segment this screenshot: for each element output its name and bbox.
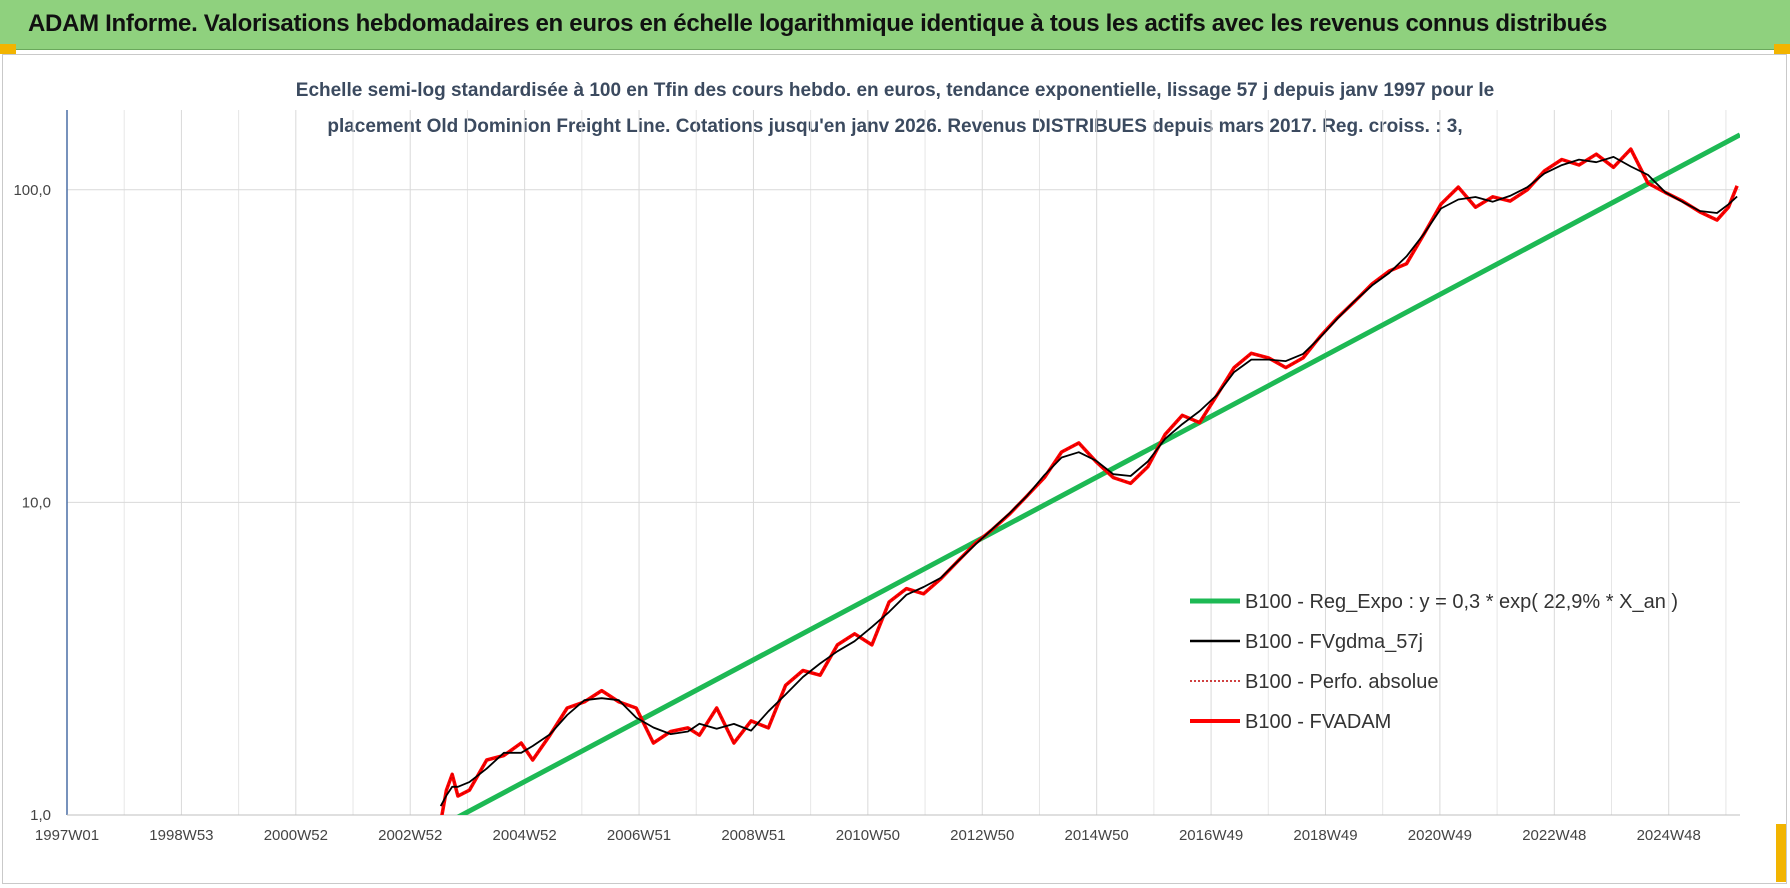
corner-marker-bottom-right: [1776, 824, 1786, 882]
x-tick-label: 1997W01: [35, 827, 99, 844]
y-tick-label: 10,0: [22, 494, 51, 511]
x-tick-label: 2016W49: [1179, 827, 1243, 844]
x-tick-label: 2020W49: [1408, 827, 1472, 844]
x-tick-label: 2010W50: [836, 827, 900, 844]
header-banner: ADAM Informe. Valorisations hebdomadaire…: [0, 0, 1790, 50]
x-tick-label: 2024W48: [1637, 827, 1701, 844]
chart-subtitle-line2: placement Old Dominion Freight Line. Cot…: [327, 116, 1462, 137]
x-tick-label: 2018W49: [1293, 827, 1357, 844]
page-title: ADAM Informe. Valorisations hebdomadaire…: [28, 10, 1608, 37]
x-tick-label: 2022W48: [1522, 827, 1586, 844]
axes: [66, 110, 1740, 816]
chart-subtitle-line1: Echelle semi-log standardisée à 100 en T…: [296, 80, 1494, 101]
chart: Echelle semi-log standardisée à 100 en T…: [13, 80, 1740, 844]
series-line-reg-expo: [456, 132, 1740, 815]
x-tick-label: 2012W50: [950, 827, 1014, 844]
legend: B100 - Reg_Expo : y = 0,3 * exp( 22,9% *…: [1190, 591, 1678, 733]
series-line-perfo-absolue: [441, 148, 1738, 815]
x-tick-label: 1998W53: [149, 827, 213, 844]
x-tick-label: 2000W52: [264, 827, 328, 844]
x-tick-label: 2004W52: [493, 827, 557, 844]
series-layer: [439, 132, 1740, 815]
legend-label-reg: B100 - Reg_Expo : y = 0,3 * exp( 22,9% *…: [1245, 591, 1678, 613]
x-tick-label: 2002W52: [378, 827, 442, 844]
series-line-fvgdma: [439, 156, 1738, 807]
legend-label-fvadam: B100 - FVADAM: [1245, 711, 1391, 733]
gridlines: [66, 110, 1740, 816]
corner-marker-right: [1774, 44, 1790, 54]
x-tick-labels: 1997W01 1998W53 2000W52 2002W52 2004W52 2006W…: [35, 827, 1701, 844]
x-tick-label: 2008W51: [721, 827, 785, 844]
legend-label-fvgdma: B100 - FVgdma_57j: [1245, 631, 1423, 653]
y-tick-label: 1,0: [30, 807, 51, 824]
y-tick-label: 100,0: [13, 182, 51, 199]
chart-frame: [2, 54, 1787, 884]
x-tick-label: 2006W51: [607, 827, 671, 844]
y-tick-labels: 1,0 10,0 100,0: [13, 182, 51, 824]
legend-label-perfo: B100 - Perfo. absolue: [1245, 671, 1438, 693]
corner-marker-left: [0, 44, 16, 54]
x-tick-label: 2014W50: [1065, 827, 1129, 844]
